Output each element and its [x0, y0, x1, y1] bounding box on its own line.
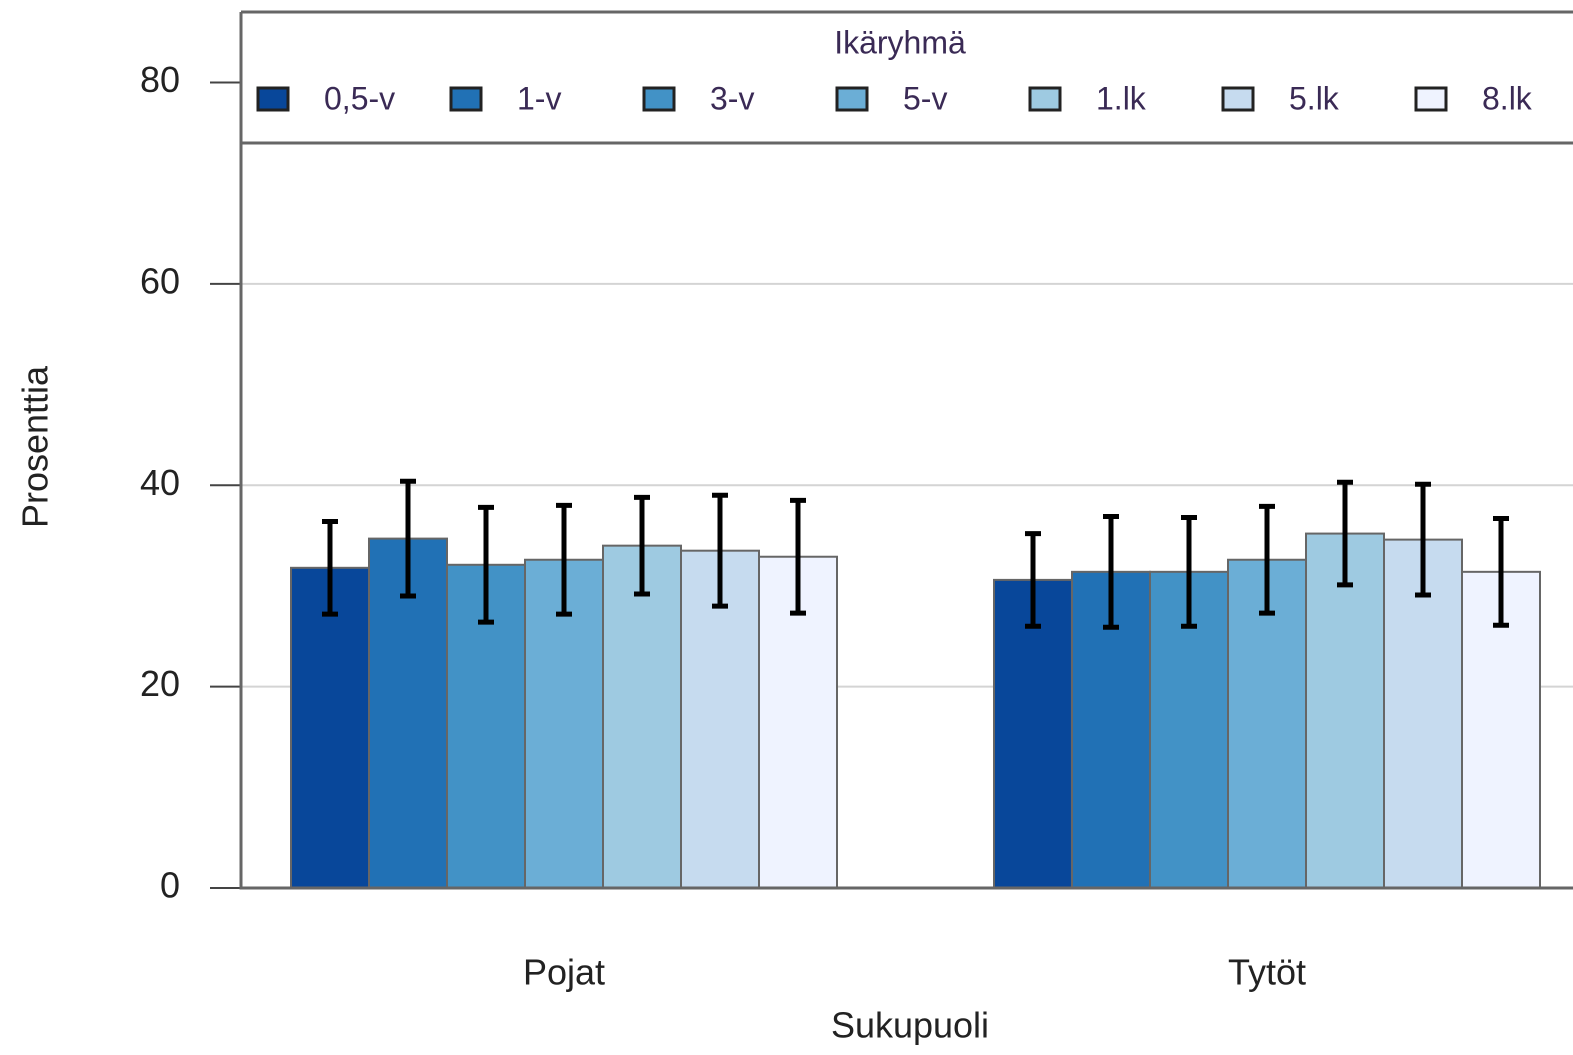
x-tick-label: Pojat — [523, 952, 605, 993]
bar — [993, 578, 1073, 889]
error-bar — [1493, 515, 1509, 628]
legend-box — [242, 13, 1573, 144]
error-bar — [556, 502, 572, 617]
legend-swatch — [1221, 86, 1255, 112]
error-bar — [1337, 479, 1353, 588]
bar — [602, 544, 682, 889]
legend-swatch — [256, 86, 290, 112]
error-bar — [712, 492, 728, 609]
x-tick-label: Tytöt — [1228, 952, 1306, 993]
legend-title: Ikäryhmä — [834, 24, 966, 60]
legend-label: 5-v — [903, 80, 947, 116]
error-bar — [400, 478, 416, 599]
x-axis-label: Sukupuoli — [831, 1005, 989, 1046]
legend-swatch — [1414, 86, 1448, 112]
error-bar — [634, 494, 650, 597]
error-bar — [1181, 514, 1197, 629]
y-tick-label: 20 — [140, 663, 180, 704]
bar — [1305, 532, 1385, 889]
bar — [1383, 538, 1463, 889]
error-bar — [478, 504, 494, 625]
legend-label: 1.lk — [1096, 80, 1147, 116]
y-tick-label: 40 — [140, 462, 180, 503]
error-bar — [1103, 513, 1119, 630]
error-bar — [1259, 503, 1275, 616]
legend-label: 0,5-v — [324, 80, 395, 116]
error-bar — [790, 497, 806, 616]
error-bar — [1415, 481, 1431, 598]
legend-swatch — [835, 86, 869, 112]
legend-swatch — [642, 86, 676, 112]
y-tick-label: 80 — [140, 59, 180, 100]
axis-frame — [239, 10, 1573, 890]
error-bar — [322, 518, 338, 617]
y-tick-label: 60 — [140, 260, 180, 301]
legend-swatch — [1028, 86, 1062, 112]
y-axis-label: Prosenttia — [15, 365, 56, 528]
y-tick-label: 0 — [160, 865, 180, 906]
legend-label: 1-v — [517, 80, 561, 116]
legend-swatch — [449, 86, 483, 112]
legend-label: 3-v — [710, 80, 754, 116]
error-bar — [1025, 531, 1041, 629]
legend-label: 8.lk — [1482, 80, 1533, 116]
legend-label: 5.lk — [1289, 80, 1340, 116]
